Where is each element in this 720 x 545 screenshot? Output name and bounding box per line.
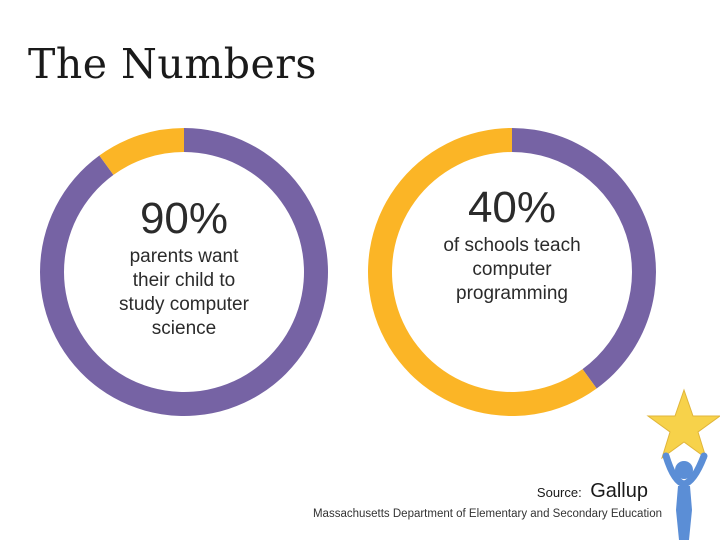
caption-line: programming [456,283,568,304]
donut-slice-1 [368,128,597,416]
donut-slice-0 [512,128,656,389]
donut-center-text: 40% of schools teach computer programmin… [366,126,658,418]
caption-line: their child to [132,270,236,291]
big-percent-label: 40% [467,183,557,232]
caption-line: of schools teach [443,235,581,256]
figure-body [676,486,692,540]
donut-svg-parents [39,128,328,416]
slide-title: The Numbers [28,40,317,88]
source-value: Gallup [590,480,648,502]
source-credit: Source: Gallup [537,480,648,503]
caption-line: science [151,318,217,339]
caption-line: study computer [119,294,249,315]
caption-line: computer [472,259,552,280]
donut-chart-schools: 40% of schools teach computer programmin… [366,126,658,418]
figure-head [675,461,693,479]
source-label: Source: [536,485,582,500]
star-shape [646,388,720,460]
donut-svg-schools [368,128,656,416]
big-percent-label: 90% [139,194,229,243]
star-figure-icon [640,386,720,540]
footer-organization: Massachusetts Department of Elementary a… [312,508,662,520]
donut-center-text: 90% parents want their child to study co… [38,126,330,418]
figure-arms [662,452,708,488]
donut-slice-1 [99,128,184,175]
caption-line: parents want [129,246,239,267]
donut-chart-parents: 90% parents want their child to study co… [38,126,330,418]
